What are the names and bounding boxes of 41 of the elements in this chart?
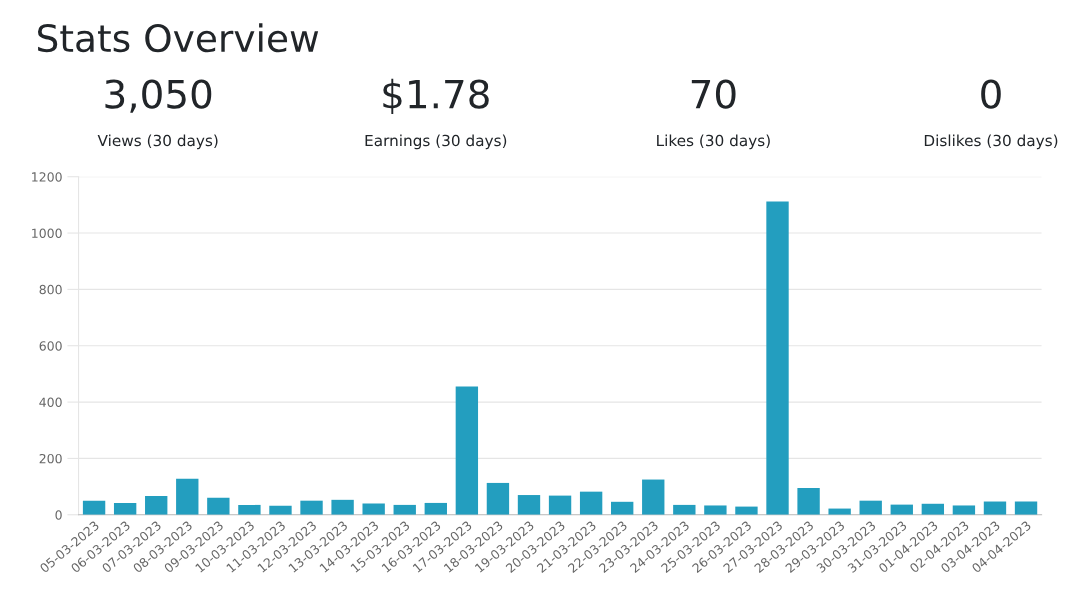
text: 0 xyxy=(981,79,1001,109)
bar xyxy=(455,386,479,515)
bar xyxy=(766,201,789,515)
bar xyxy=(517,495,541,515)
text: 70 xyxy=(691,79,736,109)
bar xyxy=(176,478,199,515)
bar xyxy=(269,505,292,515)
bar xyxy=(611,501,634,515)
bar xyxy=(704,505,727,515)
bar xyxy=(952,505,976,515)
y-tick-label: 400 xyxy=(39,397,62,407)
bar xyxy=(486,482,510,515)
text: Earnings (30 days) xyxy=(365,134,507,150)
bar xyxy=(424,502,447,515)
y-tick-label: 200 xyxy=(39,453,62,464)
bar xyxy=(642,479,665,515)
bar xyxy=(548,495,572,515)
text: Dislikes (30 days) xyxy=(924,134,1058,150)
bar xyxy=(82,500,106,515)
bar xyxy=(859,500,882,515)
text: 3,050 xyxy=(105,79,212,113)
text: Stats Overview xyxy=(37,23,319,53)
bar xyxy=(331,499,354,515)
y-tick-label: 0 xyxy=(55,510,62,520)
bar xyxy=(393,504,416,515)
text: $1.78 xyxy=(383,78,489,114)
bar xyxy=(207,497,230,515)
bar xyxy=(673,504,696,515)
bar xyxy=(145,495,168,515)
text: Likes (30 days) xyxy=(657,134,770,150)
bar xyxy=(113,502,137,515)
bar xyxy=(238,504,261,515)
y-tick-label: 1200 xyxy=(32,172,62,182)
bar xyxy=(362,503,385,515)
bar xyxy=(579,491,603,515)
y-tick-label: 600 xyxy=(39,341,62,351)
y-tick-label: 800 xyxy=(39,284,62,295)
y-tick-label: 1000 xyxy=(32,228,62,238)
text: Views (30 days) xyxy=(97,134,218,150)
bar xyxy=(300,500,323,515)
bar xyxy=(797,488,820,515)
